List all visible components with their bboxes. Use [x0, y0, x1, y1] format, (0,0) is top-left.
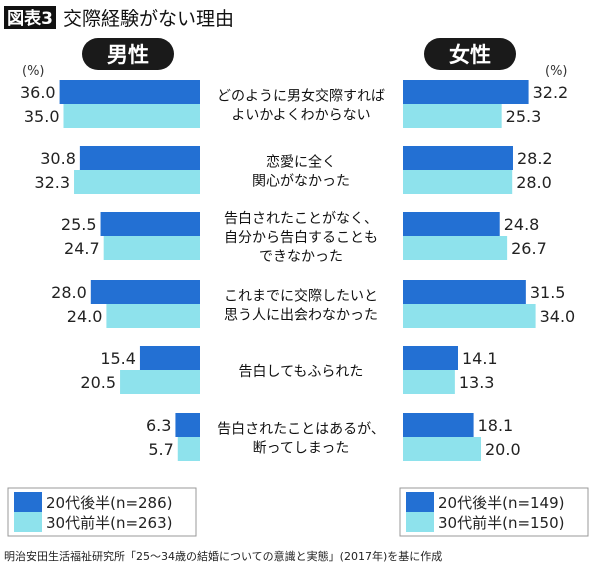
data-label: 14.1 — [462, 349, 498, 368]
legend-label: 20代後半(n=286) — [46, 494, 173, 512]
data-label: 28.0 — [51, 283, 87, 302]
data-label: 6.3 — [146, 416, 171, 435]
data-label: 35.0 — [24, 107, 60, 126]
legend-swatch — [14, 512, 42, 532]
data-label: 32.2 — [533, 83, 569, 102]
category-label: 告白されたことはあるが、 — [217, 422, 385, 438]
bar-right-1-5 — [403, 437, 481, 461]
bar-left-1-3 — [106, 304, 200, 328]
data-label: 28.0 — [516, 173, 552, 192]
panel-label: 女性 — [449, 43, 491, 67]
data-label: 13.3 — [459, 373, 495, 392]
category-label: よいかよくわからない — [231, 108, 370, 124]
bar-left-0-3 — [90, 280, 200, 304]
bar-left-1-1 — [74, 170, 200, 194]
data-label: 25.3 — [506, 107, 542, 126]
panel-label: 男性 — [107, 43, 149, 67]
category-label: どのように男女交際すれば — [217, 88, 385, 105]
data-label: 26.7 — [511, 239, 547, 258]
title-badge: 図表3 — [7, 8, 53, 29]
bar-right-0-1 — [403, 146, 513, 170]
legend-label: 30代前半(n=263) — [46, 514, 173, 532]
bar-right-1-3 — [403, 304, 536, 328]
data-label: 18.1 — [478, 416, 514, 435]
bar-left-0-0 — [59, 80, 200, 104]
category-label: 恋愛に全く — [266, 154, 336, 171]
data-label: 5.7 — [148, 440, 173, 459]
bar-right-1-4 — [403, 370, 455, 394]
data-label: 31.5 — [530, 283, 566, 302]
title-badge-bg — [4, 6, 56, 29]
bar-right-0-4 — [403, 346, 458, 370]
bar-left-1-2 — [103, 236, 200, 260]
category-label: 思う人に出会わなかった — [224, 308, 378, 324]
source-note: 明治安田生活福祉研究所「25〜34歳の結婚についての意識と実態」(2017年)を… — [4, 549, 442, 563]
bar-left-0-5 — [175, 413, 200, 437]
data-label: 20.0 — [485, 440, 521, 459]
panel-label-pill — [82, 38, 174, 70]
data-label: 24.8 — [504, 215, 540, 234]
bar-right-0-5 — [403, 413, 474, 437]
data-label: 24.0 — [67, 307, 103, 326]
data-label: 28.2 — [517, 149, 553, 168]
bar-right-1-2 — [403, 236, 508, 260]
bar-right-0-2 — [403, 212, 500, 236]
category-label: 告白されたことがなく、 — [224, 211, 378, 227]
chart-title: 交際経験がない理由 — [63, 8, 234, 30]
data-label: 30.8 — [40, 149, 76, 168]
category-label: 断ってしまった — [253, 441, 350, 457]
data-label: 34.0 — [540, 307, 576, 326]
bar-right-1-1 — [403, 170, 513, 194]
category-label: これまでに交際したいと — [224, 288, 378, 305]
category-label: 自分から告白することも — [224, 230, 378, 246]
data-label: 25.5 — [61, 215, 97, 234]
legend-swatch — [406, 492, 434, 512]
bar-left-1-0 — [63, 104, 200, 128]
bar-left-0-4 — [139, 346, 200, 370]
legend-swatch — [14, 492, 42, 512]
data-label: 32.3 — [34, 173, 70, 192]
unit-label: (%) — [22, 64, 45, 79]
bar-left-0-1 — [79, 146, 200, 170]
category-label: 告白してもふられた — [239, 364, 364, 380]
legend-label: 20代後半(n=149) — [438, 494, 565, 512]
bar-left-0-2 — [100, 212, 200, 236]
bar-right-0-3 — [403, 280, 526, 304]
bar-right-1-0 — [403, 104, 502, 128]
bar-left-1-4 — [120, 370, 200, 394]
category-label: 関心がなかった — [252, 174, 350, 190]
legend-label: 30代前半(n=150) — [438, 514, 565, 532]
data-label: 24.7 — [64, 239, 100, 258]
bar-left-1-5 — [177, 437, 200, 461]
bar-right-0-0 — [403, 80, 529, 104]
unit-label: (%) — [545, 64, 568, 79]
category-label: できなかった — [259, 249, 343, 265]
data-label: 36.0 — [20, 83, 56, 102]
legend-swatch — [406, 512, 434, 532]
panel-label-pill — [424, 38, 516, 70]
data-label: 20.5 — [80, 373, 116, 392]
data-label: 15.4 — [100, 349, 136, 368]
